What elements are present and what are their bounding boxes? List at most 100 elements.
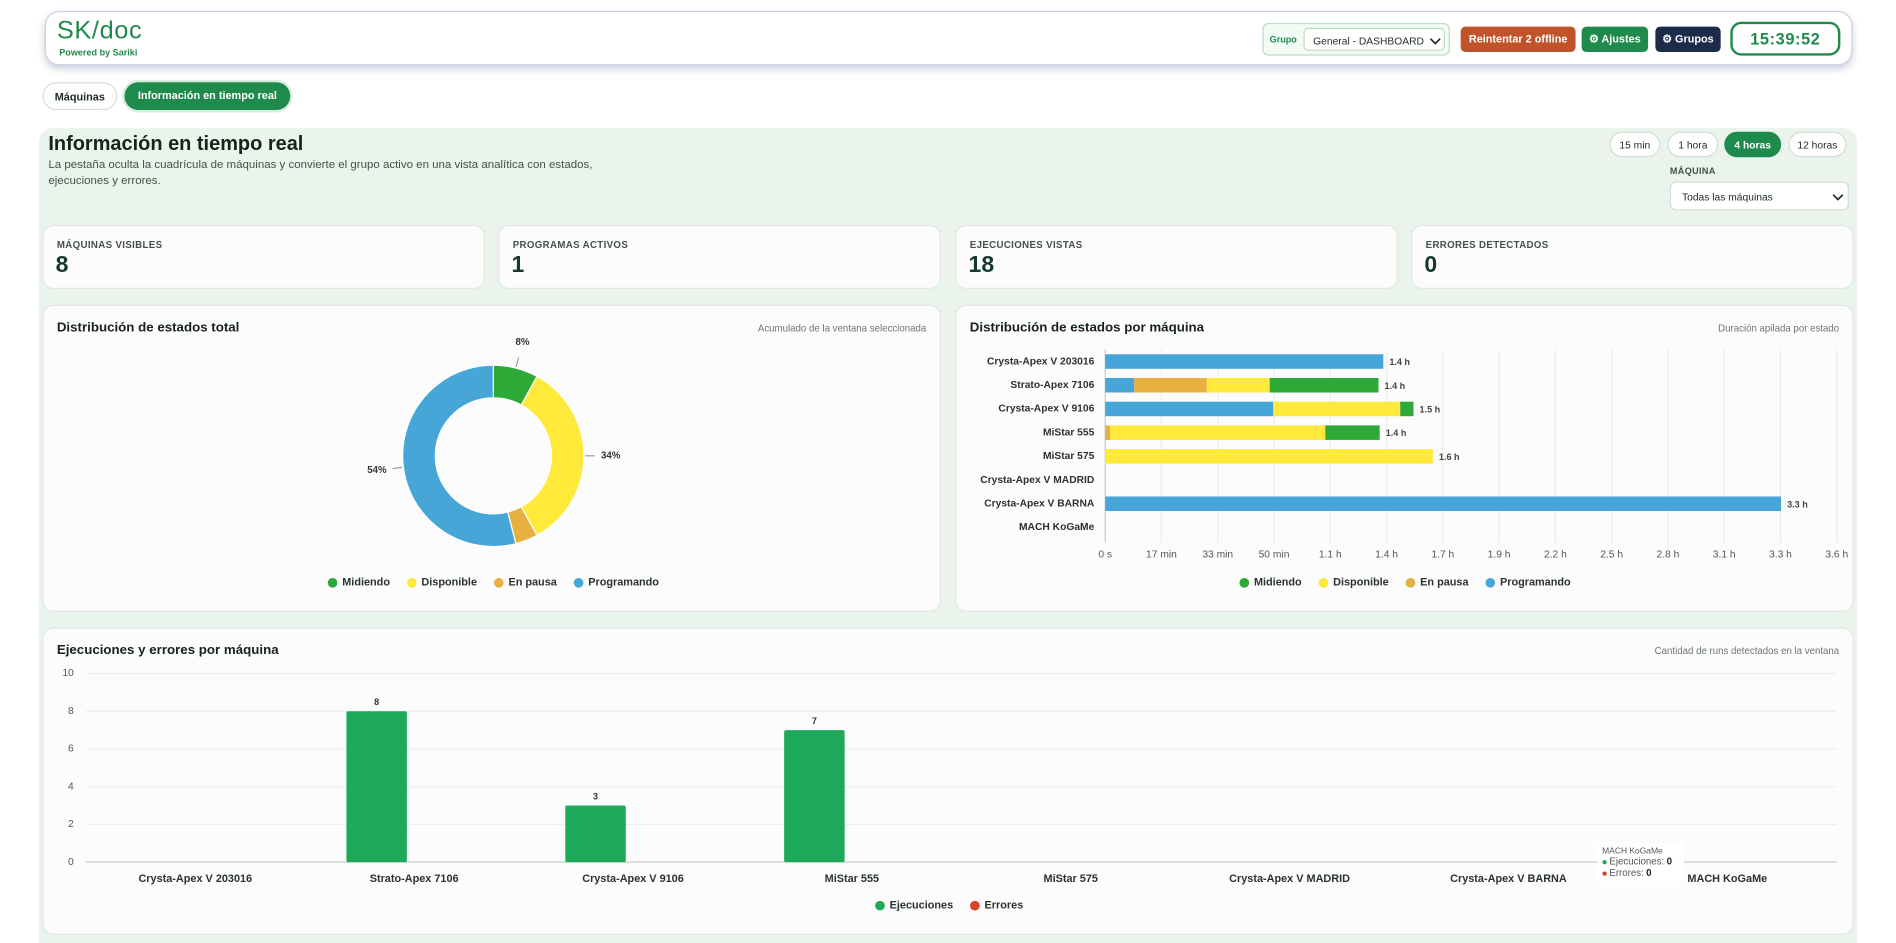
panel: Ejecuciones y errores por máquina Cantid…: [42, 627, 1854, 935]
machine-label: MÁQUINA: [1669, 165, 1716, 177]
x-tick-label: Crysta-Apex V 203016: [138, 873, 252, 885]
x-tick-label: 3.6 h: [1825, 550, 1848, 561]
legend-label: En pausa: [1420, 577, 1469, 589]
chart-subtitle: Duración apilada por estado: [1718, 322, 1840, 334]
x-tick-label: 33 min: [1202, 550, 1233, 561]
time-range-button[interactable]: 12 horas: [1788, 131, 1847, 158]
legend-swatch: [1318, 577, 1329, 588]
chart: 8% 34% 54% Midiendo Disponible En pausa Progra…: [327, 337, 659, 589]
legend-swatch: [970, 900, 980, 911]
y-tick-label: MiStar 555: [1043, 427, 1095, 438]
section-description: La pestaña oculta la cuadrícula de máqui…: [48, 158, 593, 187]
machine-select-text: Todas las máquinas: [1681, 191, 1773, 204]
kpi-label: EJECUCIONES VISTAS: [969, 239, 1083, 251]
legend-label: Ejecuciones: [890, 900, 953, 912]
legend-label: Errores: [985, 900, 1024, 912]
tab[interactable]: Máquinas: [42, 82, 118, 111]
group-select[interactable]: General - DASHBOARD: [1303, 27, 1445, 51]
x-tick-label: MiStar 575: [1044, 873, 1098, 885]
x-tick-label: 1.9 h: [1488, 550, 1511, 561]
time-range-button[interactable]: 4 horas: [1724, 131, 1782, 158]
y-tick-label: Strato-Apex 7106: [1010, 380, 1094, 391]
x-tick-label: 2.2 h: [1544, 550, 1567, 561]
x-tick-label: 1.7 h: [1431, 550, 1454, 561]
legend-label: Disponible: [421, 577, 477, 589]
kpi-value: 0: [1424, 252, 1438, 279]
time-range-button[interactable]: 1 hora: [1667, 131, 1719, 158]
x-tick-label: MiStar 555: [825, 873, 879, 885]
legend-label: Programando: [588, 577, 659, 589]
y-tick-label: 8: [68, 706, 74, 717]
bar-segment: [1105, 377, 1135, 393]
chart-title: Distribución de estados total: [56, 320, 240, 335]
tooltip-box: [1597, 842, 1685, 882]
legend: Midiendo Disponible En pausa Programando: [327, 577, 659, 589]
bar-segment: [1105, 496, 1782, 511]
tagline: Powered by Sariki: [59, 47, 138, 59]
bar-segment: [1105, 449, 1433, 464]
kpi-card: ERRORES DETECTADOS 0: [1411, 224, 1854, 289]
total-label: 1.5 h: [1420, 405, 1441, 415]
bar-segment: [1105, 354, 1384, 369]
bar-segment: [1206, 377, 1270, 393]
tooltip-title: MACH KoGaMe: [1602, 845, 1663, 855]
chart: 0 s 17 min 33 min 50 min 1.1 h 1.4 h 1.7 h 1.9 …: [980, 349, 1848, 589]
group-box: Grupo General - DASHBOARD: [1262, 22, 1450, 56]
retry-button[interactable]: Reintentar 2 offline: [1460, 26, 1576, 52]
legend-swatch: [1405, 577, 1416, 588]
y-tick-label: Crysta-Apex V 9106: [998, 404, 1094, 415]
x-tick-label: 2.8 h: [1657, 550, 1680, 561]
y-tick-label: MiStar 575: [1043, 451, 1095, 462]
y-tick-label: Crysta-Apex V MADRID: [980, 475, 1094, 486]
leader-line: [392, 466, 403, 470]
bar-segment: [1273, 401, 1401, 417]
kpi-value: 8: [55, 252, 69, 279]
settings-button[interactable]: ⚙ Ajustes: [1581, 26, 1649, 52]
kpi-card: PROGRAMAS ACTIVOS 1: [498, 224, 941, 289]
legend-swatch: [1239, 577, 1250, 588]
x-tick-label: Crysta-Apex V 9106: [582, 873, 684, 885]
x-tick-label: 3.3 h: [1769, 550, 1792, 561]
legend-swatch: [327, 577, 338, 588]
time-range-button[interactable]: 15 min: [1609, 131, 1661, 158]
legend-swatch: [406, 577, 417, 588]
tab-active[interactable]: Información en tiempo real: [124, 82, 291, 111]
y-tick-label: 6: [68, 744, 74, 755]
legend-label: Programando: [1500, 577, 1571, 589]
chart: 0 2 4 6 8 10 Crysta-Apex V 203016 Strato-Apex 7…: [62, 668, 1837, 912]
x-tick-label: 3.1 h: [1713, 550, 1736, 561]
y-tick-label: 10: [62, 668, 74, 679]
bar-segment: [1105, 401, 1274, 417]
kpi-card: EJECUCIONES VISTAS 18: [955, 224, 1398, 289]
x-tick-label: 2.5 h: [1600, 550, 1623, 561]
y-tick-label: 2: [68, 819, 74, 830]
tooltip-value: 0: [1667, 857, 1672, 868]
legend-swatch: [875, 900, 885, 911]
legend-swatch: [573, 577, 584, 588]
x-tick-label: MACH KoGaMe: [1687, 873, 1767, 885]
legend: Ejecuciones Errores: [875, 900, 1023, 912]
machine-select[interactable]: Todas las máquinas: [1669, 181, 1849, 211]
total-label: 1.6 h: [1439, 452, 1460, 462]
clock: 15:39:52: [1730, 21, 1841, 56]
legend-label: Disponible: [1333, 577, 1389, 589]
tooltip-value: 0: [1646, 868, 1651, 879]
data-label: 3: [593, 791, 598, 801]
y-tick-label: Crysta-Apex V 203016: [987, 356, 1095, 367]
total-label: 1.4 h: [1386, 428, 1407, 438]
panel: Distribución de estados total Acumulado …: [42, 304, 941, 612]
y-tick-label: MACH KoGaMe: [1019, 522, 1095, 533]
y-tick-label: Crysta-Apex V BARNA: [984, 498, 1095, 509]
tooltip-label: Ejecuciones:: [1609, 857, 1664, 868]
legend: Midiendo Disponible En pausa Programando: [1239, 577, 1571, 589]
chart-subtitle: Acumulado de la ventana seleccionada: [757, 322, 927, 334]
data-label: 8%: [516, 337, 530, 348]
bar: [346, 711, 407, 863]
group-select-text: General - DASHBOARD: [1313, 35, 1424, 48]
bar: [784, 730, 845, 863]
header: SK/doc Powered by Sariki Grupo General -…: [44, 10, 1853, 66]
total-label: 3.3 h: [1787, 499, 1808, 509]
data-label: 54%: [367, 465, 387, 476]
bar-segment: [1325, 425, 1380, 440]
groups-button[interactable]: ⚙ Grupos: [1655, 26, 1721, 52]
